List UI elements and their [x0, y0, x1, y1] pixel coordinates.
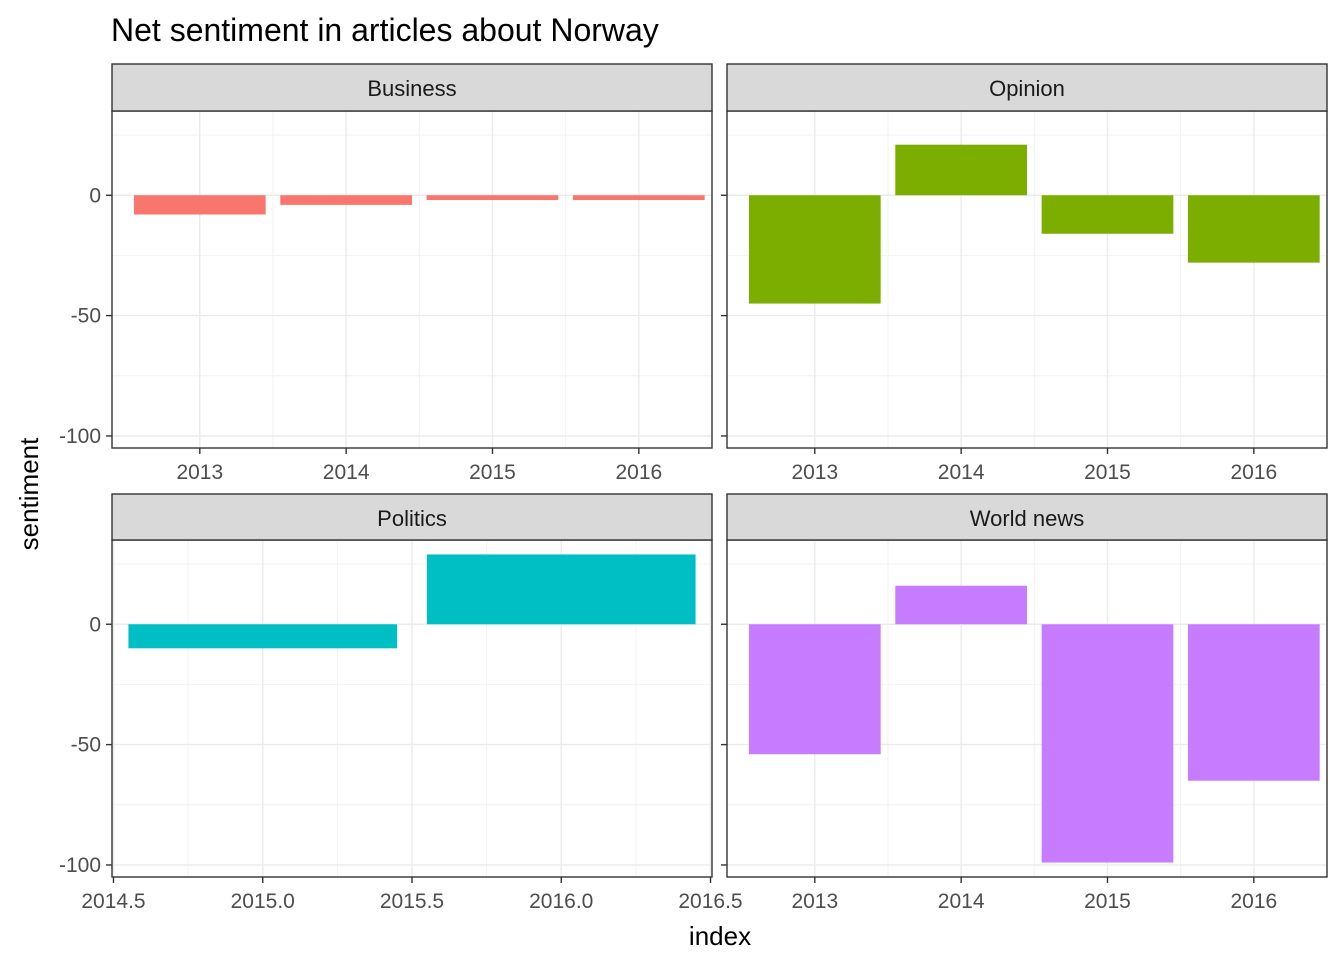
facet-strip-label: Politics — [377, 506, 447, 531]
x-tick-label: 2014 — [938, 461, 985, 484]
x-tick-label: 2016.5 — [678, 890, 742, 913]
y-tick-label: -50 — [71, 305, 101, 328]
bar — [895, 144, 1027, 196]
x-tick-label: 2015 — [469, 461, 516, 484]
x-axis-title: index — [689, 921, 751, 951]
facet-panel: Business 0 -50 -100 2013 2014 2015 2016 — [59, 63, 713, 484]
x-tick-label: 2016 — [615, 461, 662, 484]
panel-background — [112, 111, 712, 448]
bar — [280, 195, 412, 205]
facet-panel: Politics 0 -50 -100 2014.5 2015.0 2015.5 2016.0… — [59, 493, 743, 913]
facet-strip — [111, 493, 713, 541]
y-tick-label: -50 — [71, 734, 101, 757]
x-tick-label: 2016 — [1230, 461, 1277, 484]
bar — [426, 195, 559, 201]
x-tick-label: 2016.0 — [529, 890, 593, 913]
y-tick-label: 0 — [89, 613, 101, 636]
x-tick-label: 2014 — [938, 890, 985, 913]
facet-panel: Opinion 2013 2014 2015 2016 — [721, 63, 1328, 484]
bar — [572, 195, 705, 201]
bar — [748, 195, 881, 304]
bar — [426, 554, 696, 625]
facet-strip — [726, 493, 1328, 541]
facet-panels: Business 0 -50 -100 2013 2014 2015 2016 Opinion 2… — [59, 63, 1328, 913]
x-tick-label: 2015.0 — [231, 890, 295, 913]
y-tick-label: -100 — [59, 425, 101, 448]
x-tick-label: 2013 — [791, 461, 838, 484]
facet-strip — [111, 63, 713, 112]
y-tick-label: 0 — [89, 184, 101, 207]
x-tick-label: 2014 — [323, 461, 370, 484]
x-tick-label: 2016 — [1230, 890, 1277, 913]
bar — [128, 624, 398, 649]
x-tick-label: 2014.5 — [81, 890, 145, 913]
y-tick-label: -100 — [59, 854, 101, 877]
bar — [1041, 195, 1174, 234]
bar — [133, 195, 266, 215]
facet-strip-label: World news — [970, 506, 1085, 531]
facet-strip — [726, 63, 1328, 112]
bar — [1041, 624, 1174, 863]
y-axis-title: sentiment — [14, 437, 44, 550]
x-tick-label: 2015 — [1084, 890, 1131, 913]
facet-strip-label: Business — [367, 76, 456, 101]
bar — [1187, 195, 1320, 263]
x-tick-label: 2015 — [1084, 461, 1131, 484]
x-tick-label: 2013 — [176, 461, 223, 484]
bar — [895, 585, 1027, 625]
chart-title: Net sentiment in articles about Norway — [111, 12, 659, 48]
facet-panel: World news 2013 2014 2015 2016 — [721, 493, 1328, 913]
bar — [748, 624, 881, 755]
x-tick-label: 2015.5 — [380, 890, 444, 913]
bar — [1187, 624, 1320, 781]
facet-strip-label: Opinion — [989, 76, 1065, 101]
x-tick-label: 2013 — [791, 890, 838, 913]
